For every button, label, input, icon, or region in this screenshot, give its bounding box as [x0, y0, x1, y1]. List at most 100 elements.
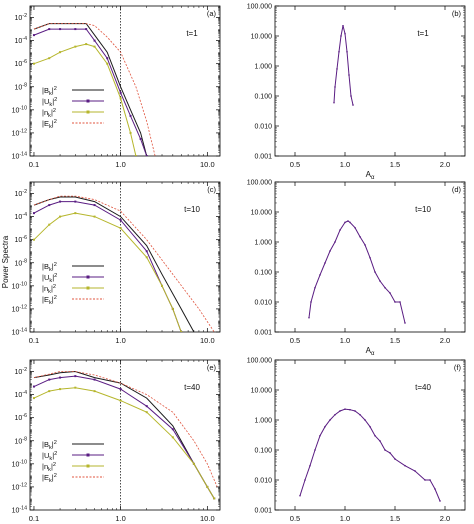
series-point-U: [304, 479, 306, 481]
series-group: [32, 23, 156, 156]
series-point-U: [339, 410, 341, 412]
x-tick-label: 2.0: [440, 160, 450, 169]
panel-d: 0.5 1.0 1.5 2.0 100.000 10.000 1.000 0.100 0.010…: [247, 180, 466, 357]
x-tick-label: 1.5: [390, 336, 400, 345]
y-tick-label: 0.010: [254, 300, 272, 307]
panel-f: 0.5 1.0 1.5 2.0 100.000 10.000 1.000 0.100 0.010…: [247, 358, 466, 523]
legend-label: |Uk|2: [42, 97, 57, 108]
legend-label: |Bk|2: [42, 86, 57, 97]
series-point-U: [74, 375, 77, 378]
panel-c: 0.1 1.0 10.0 10-2 10-4 10-6 10-8 10-10 10-12 10-1…: [12, 181, 221, 345]
series-point-U: [348, 74, 350, 76]
y-tick-label: 10.000: [251, 388, 273, 395]
series-point-U: [93, 204, 96, 207]
legend-marker-n: [86, 286, 90, 290]
series-point-U: [329, 419, 331, 421]
series-line-E: [33, 371, 218, 488]
series-point-n: [59, 388, 62, 391]
series-point-U: [48, 28, 51, 31]
series-line-U: [299, 408, 441, 502]
series-line-B: [33, 196, 195, 332]
series-point-U: [384, 449, 386, 451]
series-point-U: [354, 410, 356, 412]
y-tick-label: 100.000: [247, 180, 272, 187]
series-point-U: [354, 226, 356, 229]
series-point-U: [342, 25, 344, 27]
legend-label: |Uk|2: [42, 273, 57, 284]
x-tick-label: 1.0: [115, 160, 125, 169]
series-point-U: [324, 425, 326, 428]
series-line-U: [33, 375, 215, 499]
series-point-U: [349, 221, 351, 224]
y-tick-label: 1.000: [254, 64, 272, 71]
plot-frame: [274, 5, 466, 157]
series-point-U: [344, 32, 346, 35]
series-point-n: [74, 386, 77, 389]
x-tick-label: 1.0: [115, 514, 125, 523]
series-group: [299, 408, 441, 502]
time-annotation: t=10: [415, 205, 431, 214]
series-point-U: [374, 434, 376, 437]
series-line-U: [308, 220, 406, 324]
y-tick-label: 1.000: [254, 418, 272, 425]
series-point-U: [129, 114, 132, 117]
y-tick-label: 0.001: [254, 154, 272, 161]
series-point-U: [359, 236, 361, 238]
y-tick-label: 10-8: [15, 82, 28, 91]
y-tick-label: 0.010: [254, 124, 272, 131]
series-point-U: [334, 414, 336, 416]
panel-e: 0.1 1.0 10.0 10-2 10-4 10-6 10-8 10-10 10-12 10-1…: [12, 359, 221, 523]
series-point-n: [145, 411, 148, 414]
series-point-n: [171, 436, 174, 439]
y-tick-label: 10-10: [12, 281, 27, 290]
x-tick-label: 2.0: [440, 514, 450, 523]
series-point-U: [359, 414, 361, 416]
series-point-n: [48, 223, 51, 226]
y-tick-label: 0.001: [254, 330, 272, 337]
series-point-U: [59, 200, 62, 203]
series-point-n: [171, 307, 174, 310]
y-tick-label: 10.000: [251, 34, 273, 41]
x-tick-label: 1.5: [390, 514, 400, 523]
legend-marker-U: [86, 453, 90, 457]
series-point-U: [310, 301, 312, 303]
series-point-U: [424, 479, 426, 481]
x-tick-label: 10.0: [200, 336, 215, 345]
series-point-U: [414, 470, 416, 472]
legend-label: |nk|2: [42, 462, 56, 473]
y-tick-label: 10.000: [251, 210, 273, 217]
series-point-U: [339, 229, 341, 231]
x-tick-label: 10.0: [200, 514, 215, 523]
series-point-U: [59, 28, 62, 31]
series-point-U: [93, 378, 96, 381]
x-tick-label: 0.1: [29, 514, 39, 523]
y-tick-label: 0.100: [254, 270, 272, 277]
y-tick-label: 10-12: [12, 482, 27, 491]
series-point-U: [346, 50, 348, 53]
y-tick-label: 10-2: [15, 13, 28, 22]
plot-frame: [29, 359, 221, 511]
y-tick-label: 1.000: [254, 240, 272, 247]
series-point-n: [93, 215, 96, 218]
series-point-U: [308, 316, 310, 319]
series-point-n: [32, 397, 35, 400]
panel-label: (b): [452, 9, 462, 18]
series-line-E: [33, 23, 156, 156]
plot-frame: [29, 5, 221, 157]
series-point-n: [180, 331, 183, 332]
series-line-U: [333, 25, 354, 106]
series-line-B: [33, 23, 148, 156]
series-point-U: [48, 378, 51, 381]
legend-label: |Bk|2: [42, 262, 57, 273]
y-tick-label: 10-8: [15, 258, 28, 267]
x-tick-label: 10.0: [200, 160, 215, 169]
series-point-U: [404, 322, 406, 324]
series-point-U: [48, 204, 51, 207]
series-point-n: [129, 131, 132, 134]
series-point-U: [336, 68, 338, 70]
y-tick-label: 10-4: [15, 36, 28, 45]
series-point-U: [319, 434, 321, 437]
series-point-n: [134, 155, 137, 156]
legend-marker-n: [86, 464, 90, 468]
